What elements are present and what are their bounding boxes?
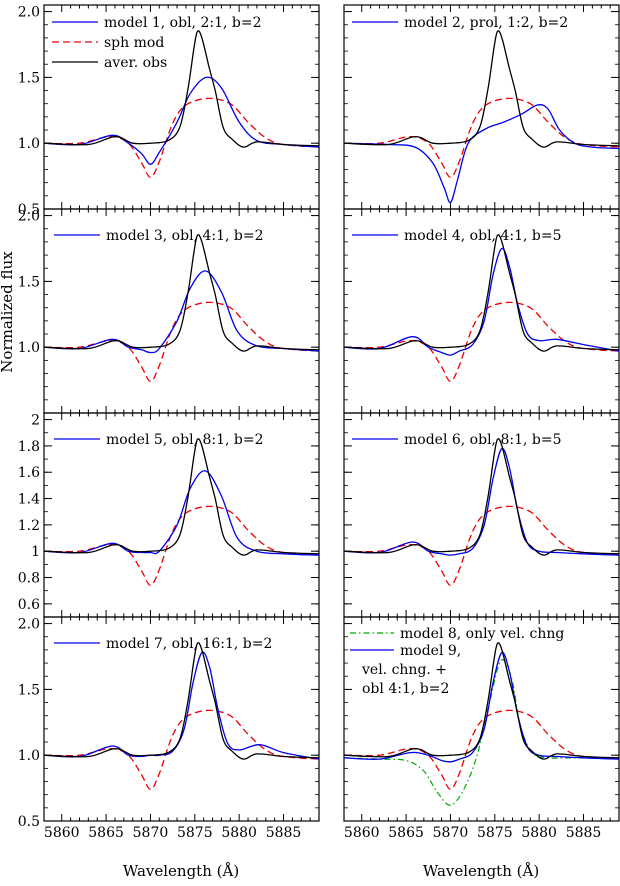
panel-model-4: model 4, obl, 4:1, b=5	[343, 208, 620, 414]
panel-model-1: 0.5 1.0 1.5 2.0 model 1, obl, 2:1, b=2 sph mo…	[18, 4, 320, 218]
y-tick-label: 1.4	[18, 492, 40, 508]
series-line-sph	[44, 301, 319, 383]
panel-model-5: 0.6 0.8 1 1.2 1.4 1.6 1.8 2 model 5, obl, 8:1, b…	[18, 412, 320, 618]
x-tick-label: 5885	[566, 825, 602, 841]
series-line-sph	[344, 301, 619, 383]
y-tick-label: 1.6	[18, 465, 40, 481]
series-lines	[344, 30, 619, 204]
x-tick-label: 5880	[521, 825, 557, 841]
series-line-model	[44, 270, 319, 354]
panel-model-3: 1.0 1.5 2.0 model 3, obl, 4:1, b=2	[18, 208, 320, 414]
series-line-sph	[44, 709, 319, 791]
y-tick-label: 2.0	[18, 5, 40, 21]
x-tick-label: 5870	[133, 825, 169, 841]
legend-label: model 9,	[400, 643, 461, 659]
legend-label: vel. chng. +	[361, 662, 447, 678]
legend-label: model 7, obl, 16:1, b=2	[106, 636, 272, 652]
panel-model-8-9: 5860 5865 5870 5875 5880 5885 model 8, only ve…	[343, 616, 620, 841]
y-tick-label: 0.5	[18, 814, 40, 830]
legend-label: model 4, obl, 4:1, b=5	[404, 228, 562, 244]
legend-label: model 8, only vel. chng	[400, 626, 564, 642]
panel-model-2: model 2, prol, 1:2, b=2	[343, 4, 620, 210]
y-tick-label: 1.5	[18, 274, 40, 290]
series-lines	[44, 438, 319, 587]
series-line-model	[344, 447, 619, 556]
series-line-sph	[44, 97, 319, 179]
x-axis-label-right: Wavelength (Å)	[423, 862, 539, 880]
panel-frame	[343, 616, 620, 822]
panels-group: 0.5 1.0 1.5 2.0 model 1, obl, 2:1, b=2 sph mo…	[18, 4, 620, 841]
y-tick-label: 1.2	[18, 518, 40, 534]
series-line-obs	[44, 234, 319, 352]
series-line-obs	[344, 642, 619, 760]
y-tick-label: 0.5	[18, 202, 40, 218]
legend-label: model 1, obl, 2:1, b=2	[104, 15, 262, 31]
series-line-sph	[344, 709, 619, 791]
x-axis-label-left: Wavelength (Å)	[123, 862, 239, 880]
series-line-sph	[44, 505, 319, 587]
series-line-obs	[44, 642, 319, 760]
x-tick-label: 5865	[388, 825, 424, 841]
y-tick-label: 1.5	[18, 682, 40, 698]
y-tick-label: 1	[31, 544, 40, 560]
panel-frame	[43, 616, 320, 822]
y-tick-label: 2.0	[18, 617, 40, 633]
legend-label: aver. obs	[104, 55, 167, 71]
x-tick-label: 5875	[177, 825, 213, 841]
series-lines	[344, 234, 619, 383]
series-line-obs	[344, 234, 619, 352]
series-line-obs	[344, 30, 619, 148]
series-line-obs	[44, 30, 319, 148]
legend-label: model 5, obl, 8:1, b=2	[106, 432, 264, 448]
series-lines	[44, 234, 319, 383]
panel-model-7: 5860 5865 5870 5875 5880 5885 0.5 1.0 1.5 2.0 mode…	[18, 616, 320, 841]
series-line-model	[344, 247, 619, 356]
series-line-model	[344, 104, 619, 204]
y-axis-label: Normalized flux	[0, 251, 16, 373]
x-tick-label: 5860	[44, 825, 80, 841]
series-lines	[344, 642, 619, 806]
x-tick-label: 5870	[433, 825, 469, 841]
x-tick-label: 5875	[477, 825, 513, 841]
series-line-sph	[344, 97, 619, 179]
panel-model-6: model 6, obl, 8:1, b=5	[343, 412, 620, 618]
series-lines	[44, 30, 319, 179]
series-lines	[344, 438, 619, 587]
y-tick-label: 1.8	[18, 439, 40, 455]
series-line-model	[44, 470, 319, 556]
y-tick-label: 1.0	[18, 748, 40, 764]
panel-frame	[343, 4, 620, 210]
legend-label: model 6, obl, 8:1, b=5	[404, 432, 562, 448]
series-line-sph	[344, 505, 619, 587]
series-line-obs	[344, 438, 619, 556]
y-tick-label: 1.0	[18, 340, 40, 356]
x-tick-label: 5860	[344, 825, 380, 841]
series-line-model	[344, 651, 619, 763]
legend-label: obl 4:1, b=2	[362, 681, 449, 697]
series-line-obs	[44, 438, 319, 556]
panel-frame	[43, 4, 320, 210]
legend-label: model 2, prol, 1:2, b=2	[404, 15, 568, 31]
y-tick-label: 0.6	[18, 597, 40, 613]
legend-label: sph mod	[104, 35, 164, 51]
x-tick-label: 5880	[221, 825, 257, 841]
x-tick-label: 5865	[88, 825, 124, 841]
legend-label: model 3, obl, 4:1, b=2	[106, 228, 264, 244]
y-tick-label: 2.0	[18, 209, 40, 225]
y-tick-label: 1.0	[18, 136, 40, 152]
x-tick-label: 5885	[266, 825, 302, 841]
y-tick-label: 1.5	[18, 70, 40, 86]
series-line-model	[44, 651, 319, 760]
y-tick-label: 0.8	[18, 571, 40, 587]
y-tick-label: 2	[31, 413, 40, 429]
series-lines	[44, 642, 319, 791]
